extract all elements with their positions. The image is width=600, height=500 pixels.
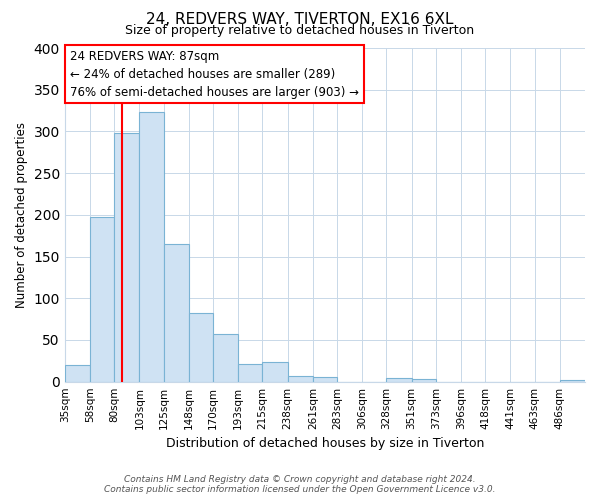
Y-axis label: Number of detached properties: Number of detached properties bbox=[15, 122, 28, 308]
Bar bbox=[90, 218, 114, 382]
Bar bbox=[213, 334, 238, 382]
X-axis label: Distribution of detached houses by size in Tiverton: Distribution of detached houses by size … bbox=[166, 437, 484, 450]
Bar bbox=[386, 378, 412, 382]
Bar bbox=[287, 376, 313, 382]
Text: 24 REDVERS WAY: 87sqm
← 24% of detached houses are smaller (289)
76% of semi-det: 24 REDVERS WAY: 87sqm ← 24% of detached … bbox=[70, 50, 359, 98]
Bar bbox=[114, 133, 139, 382]
Bar bbox=[262, 362, 287, 382]
Text: 24, REDVERS WAY, TIVERTON, EX16 6XL: 24, REDVERS WAY, TIVERTON, EX16 6XL bbox=[146, 12, 454, 28]
Text: Size of property relative to detached houses in Tiverton: Size of property relative to detached ho… bbox=[125, 24, 475, 37]
Bar bbox=[189, 314, 213, 382]
Bar bbox=[164, 244, 189, 382]
Bar bbox=[139, 112, 164, 382]
Text: Contains HM Land Registry data © Crown copyright and database right 2024.
Contai: Contains HM Land Registry data © Crown c… bbox=[104, 474, 496, 494]
Bar bbox=[238, 364, 262, 382]
Bar bbox=[412, 379, 436, 382]
Bar bbox=[560, 380, 585, 382]
Bar bbox=[313, 376, 337, 382]
Bar bbox=[65, 365, 90, 382]
